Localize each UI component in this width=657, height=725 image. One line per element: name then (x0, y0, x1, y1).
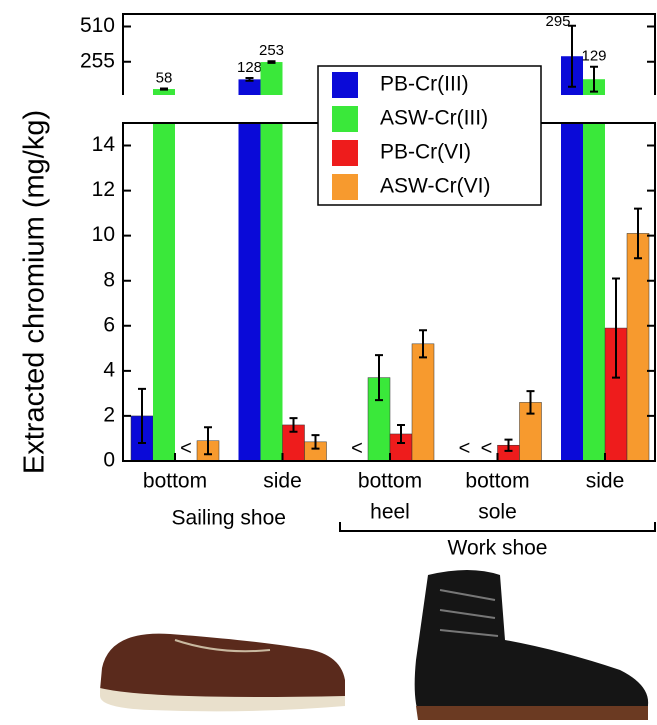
y-tick-label: 0 (103, 449, 115, 472)
y-tick-label: 14 (92, 133, 116, 156)
below-limit-label: < (481, 437, 493, 459)
y-tick-label: 4 (103, 358, 115, 381)
legend-label: PB-Cr(VI) (380, 141, 471, 164)
legend-swatch (332, 72, 358, 98)
y-tick-label: 12 (92, 178, 115, 201)
below-limit-label: < (351, 437, 363, 459)
x-tick-label: bottom (358, 470, 422, 493)
value-label: 58 (156, 69, 173, 86)
y-tick-label: 255 (80, 49, 115, 72)
error-bar (160, 88, 168, 89)
legend-label: ASW-Cr(VI) (380, 175, 490, 198)
y-axis-label: Extracted chromium (mg/kg) (19, 110, 51, 474)
y-tick-label: 8 (103, 268, 115, 291)
x-tick-label: side (586, 470, 625, 493)
x-tick-label: sole (478, 501, 517, 524)
bar (153, 123, 175, 461)
legend-label: ASW-Cr(III) (380, 107, 488, 130)
sailing-shoe-photo (100, 634, 345, 712)
bar (627, 233, 649, 461)
chart: Extracted chromium (mg/kg) 128<<29558253… (0, 0, 657, 725)
bar (261, 123, 283, 461)
bar (583, 123, 605, 461)
value-label: 128 (237, 59, 262, 76)
y-tick-label: 2 (103, 403, 115, 426)
below-limit-label: < (180, 437, 192, 459)
legend-swatch (332, 140, 358, 166)
below-limit-label: < (459, 437, 471, 459)
x-tick-label: bottom (143, 470, 207, 493)
work-boot-photo (415, 570, 648, 720)
legend-swatch (332, 106, 358, 132)
y-tick-label: 10 (92, 223, 115, 246)
value-label: 253 (259, 42, 284, 59)
legend-label: PB-Cr(III) (380, 73, 469, 96)
value-label: 295 (545, 13, 570, 30)
x-tick-label: bottom (465, 470, 529, 493)
error-bar (268, 61, 276, 63)
y-tick-label: 6 (103, 313, 115, 336)
legend-swatch (332, 174, 358, 200)
group-label: Work shoe (448, 537, 548, 560)
bar (412, 344, 434, 461)
y-tick-label: 510 (80, 14, 115, 37)
group-label: Sailing shoe (172, 507, 286, 530)
bar-upper (261, 62, 283, 95)
bar (239, 123, 261, 461)
x-tick-label: heel (370, 501, 410, 524)
value-label: 129 (581, 48, 606, 65)
x-tick-label: side (263, 470, 302, 493)
bar (561, 123, 583, 461)
